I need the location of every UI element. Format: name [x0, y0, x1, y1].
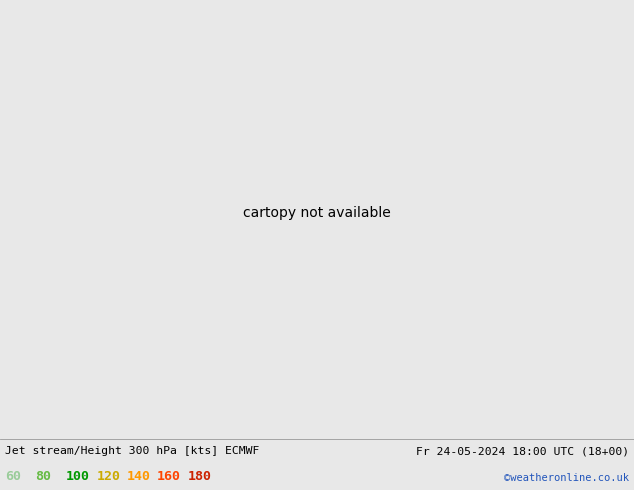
Text: ©weatheronline.co.uk: ©weatheronline.co.uk [504, 473, 629, 483]
Text: Fr 24-05-2024 18:00 UTC (18+00): Fr 24-05-2024 18:00 UTC (18+00) [416, 446, 629, 456]
Text: 160: 160 [157, 470, 181, 483]
Text: 80: 80 [36, 470, 51, 483]
Text: 100: 100 [66, 470, 90, 483]
Text: 60: 60 [5, 470, 21, 483]
Text: 180: 180 [188, 470, 212, 483]
Text: Jet stream/Height 300 hPa [kts] ECMWF: Jet stream/Height 300 hPa [kts] ECMWF [5, 446, 259, 456]
Text: cartopy not available: cartopy not available [243, 206, 391, 220]
Text: 140: 140 [127, 470, 151, 483]
Text: 120: 120 [96, 470, 120, 483]
